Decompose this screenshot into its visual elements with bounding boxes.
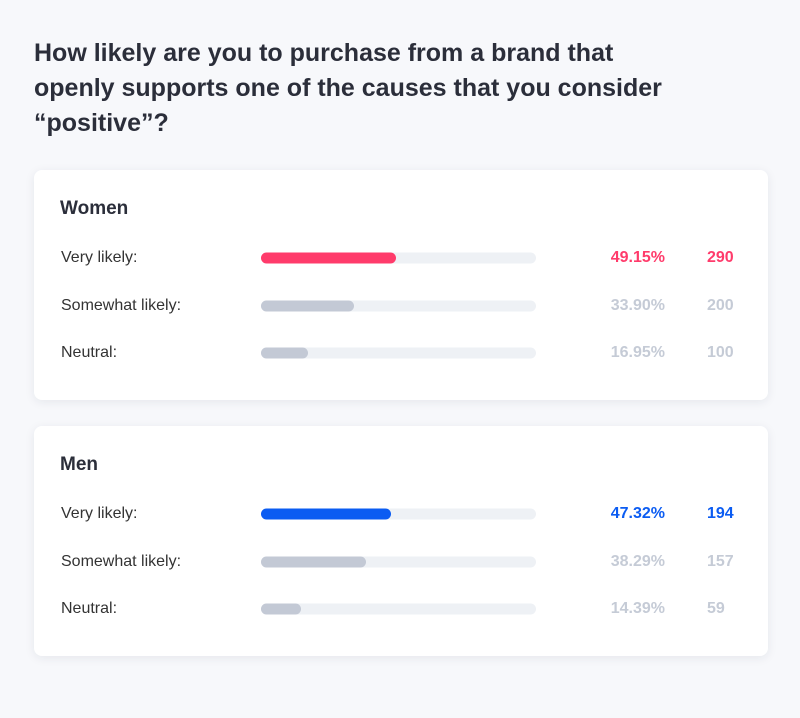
bar bbox=[261, 603, 301, 615]
bar-track bbox=[261, 300, 536, 311]
bar bbox=[261, 508, 392, 520]
bar-track bbox=[261, 508, 536, 520]
page-title: How likely are you to purchase from a br… bbox=[34, 39, 662, 137]
percent-label: 47.32% bbox=[610, 505, 665, 522]
row-label: Somewhat likely: bbox=[61, 552, 182, 570]
percent-label: 16.95% bbox=[610, 344, 665, 361]
card-title: Women bbox=[60, 198, 129, 219]
count-label: 290 bbox=[707, 249, 734, 266]
percent-label: 38.29% bbox=[610, 552, 665, 570]
card-title: Men bbox=[60, 454, 98, 475]
bar bbox=[261, 347, 308, 359]
percent-label: 49.15% bbox=[610, 249, 665, 266]
bar bbox=[261, 252, 397, 264]
count-label: 157 bbox=[707, 552, 734, 570]
row-label: Very likely: bbox=[61, 249, 138, 266]
bar-track bbox=[261, 347, 536, 359]
percent-label: 14.39% bbox=[610, 600, 665, 617]
bar-track bbox=[261, 252, 536, 264]
row-label: Somewhat likely: bbox=[61, 296, 182, 314]
bar-track bbox=[261, 603, 536, 615]
bar-track bbox=[261, 556, 536, 567]
count-label: 100 bbox=[707, 344, 734, 361]
count-label: 200 bbox=[707, 296, 734, 314]
count-label: 59 bbox=[707, 600, 725, 617]
count-label: 194 bbox=[707, 505, 734, 522]
row-label: Very likely: bbox=[61, 505, 138, 522]
bar bbox=[261, 300, 355, 311]
percent-label: 33.90% bbox=[610, 296, 665, 314]
row-label: Neutral: bbox=[61, 600, 118, 617]
row-label: Neutral: bbox=[61, 344, 118, 361]
card: Women Very likely: 49.15% 290 Somewhat likel… bbox=[34, 170, 768, 400]
bar bbox=[261, 556, 367, 567]
card: Men Very likely: 47.32% 194 Somewhat likely:… bbox=[34, 426, 768, 656]
